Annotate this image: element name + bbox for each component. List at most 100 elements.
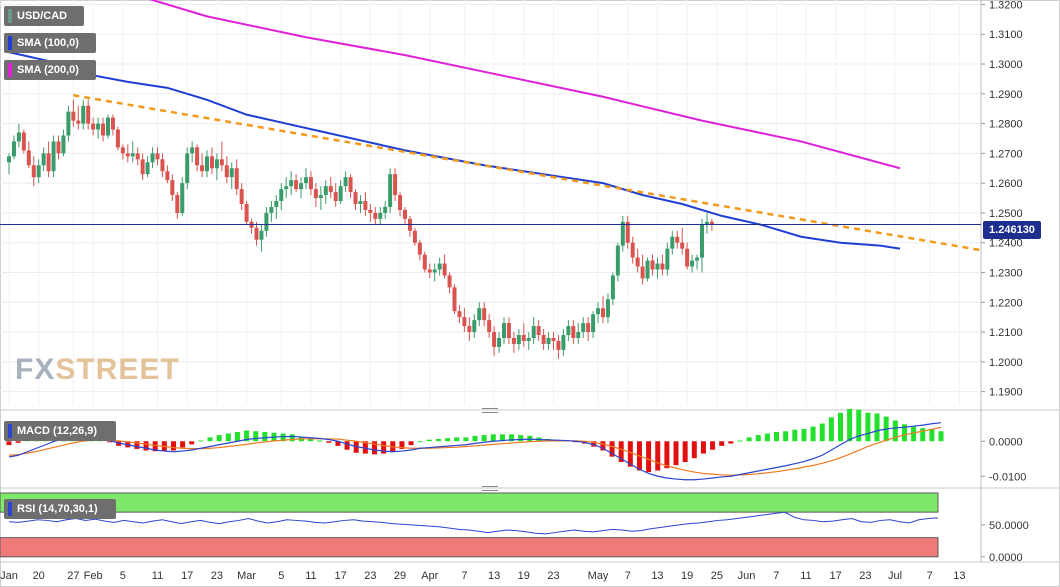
- candle-body: [308, 177, 313, 190]
- y-tick-label: 1.2100: [989, 327, 1023, 339]
- macd-histogram-bar: [664, 441, 670, 469]
- candle-body: [61, 135, 66, 154]
- macd-line: [8, 422, 942, 481]
- legend-rsi[interactable]: RSI (14,70,30,1): [4, 499, 116, 519]
- rsi-line: [8, 511, 939, 535]
- macd-histogram-bar: [253, 431, 259, 442]
- macd-histogram-bar: [408, 441, 414, 446]
- candle-body: [591, 314, 596, 333]
- candle-body: [254, 227, 259, 240]
- legend-macd[interactable]: MACD (12,26,9): [4, 421, 116, 441]
- candle-body: [125, 153, 130, 157]
- x-tick-label: Apr: [421, 570, 438, 582]
- macd-histogram-bar: [326, 441, 332, 443]
- candle-body: [21, 132, 26, 151]
- rsi-overbought-zone: [0, 492, 939, 513]
- macd-histogram-bar: [746, 437, 752, 442]
- macd-histogram-bar: [920, 428, 926, 442]
- y-tick-label: 1.1900: [989, 387, 1023, 399]
- x-tick-label: 13: [488, 570, 500, 582]
- candle-body: [581, 323, 586, 333]
- candle-body: [502, 323, 506, 338]
- candle-body: [51, 141, 56, 172]
- candle-body: [506, 323, 511, 338]
- candle-body: [398, 195, 403, 210]
- candle-body: [289, 180, 294, 187]
- macd-histogram-bar: [792, 429, 798, 442]
- legend-instrument[interactable]: USD/CAD: [4, 6, 84, 26]
- candle-body: [521, 335, 526, 341]
- candle-body: [120, 147, 125, 154]
- candle-body: [81, 105, 86, 124]
- y-tick-label: 1.2900: [989, 89, 1023, 101]
- x-tick-label: 7: [927, 570, 933, 582]
- legend-sma100[interactable]: SMA (100,0): [4, 33, 96, 53]
- candle-body: [130, 153, 135, 157]
- candle-body: [403, 209, 407, 219]
- x-tick-label: 17: [335, 570, 347, 582]
- macd-histogram-bar: [107, 441, 113, 443]
- macd-histogram-bar: [828, 417, 834, 442]
- candle-body: [41, 153, 46, 166]
- candle-body: [511, 337, 516, 344]
- candle-body: [338, 186, 343, 202]
- x-tick-label: Feb: [84, 570, 103, 582]
- x-tick-label: 29: [394, 570, 406, 582]
- macd-histogram-bar: [180, 441, 186, 448]
- candle-body: [541, 335, 546, 344]
- pane-resize-handle-2[interactable]: [482, 486, 498, 491]
- macd-histogram-bar: [609, 441, 615, 457]
- candle-body: [363, 201, 368, 210]
- candle-body: [388, 174, 393, 207]
- macd-histogram-bar: [837, 412, 843, 442]
- macd-histogram-bar: [280, 433, 286, 442]
- watermark-street: STREET: [55, 353, 180, 386]
- macd-histogram-bar: [783, 431, 789, 442]
- macd-histogram-bar: [509, 434, 515, 442]
- candle-body: [71, 111, 76, 121]
- candle-body: [393, 174, 398, 196]
- macd-histogram-bar: [938, 431, 944, 442]
- candle-body: [219, 159, 224, 166]
- candle-body: [328, 186, 333, 193]
- candle-body: [378, 212, 383, 219]
- candle-body: [660, 263, 665, 270]
- y-tick-label: 1.3100: [989, 29, 1023, 41]
- candle-body: [46, 153, 51, 172]
- macd-histogram-bar: [289, 434, 295, 442]
- legend-sma200[interactable]: SMA (200,0): [4, 60, 96, 80]
- macd-histogram-bar: [371, 441, 377, 455]
- x-tick-label: 11: [305, 570, 316, 582]
- y-tick-label: 1.2700: [989, 148, 1023, 160]
- x-tick-label: 13: [953, 570, 965, 582]
- candle-body: [665, 248, 670, 270]
- macd-histogram-bar: [700, 441, 706, 454]
- macd-histogram-bar: [600, 441, 606, 451]
- candle-body: [383, 206, 388, 213]
- candle-body: [368, 209, 373, 213]
- candle-body: [304, 177, 308, 184]
- macd-histogram-bar: [591, 441, 597, 447]
- macd-histogram-bar: [244, 430, 250, 442]
- macd-histogram-bar: [646, 441, 652, 473]
- candle-body: [586, 323, 591, 333]
- y-tick-label: 1.2000: [989, 357, 1023, 369]
- candle-body: [160, 159, 165, 172]
- x-tick-label: 17: [830, 570, 842, 582]
- candle-body: [106, 117, 110, 136]
- candle-body: [86, 105, 91, 124]
- candle-body: [150, 153, 155, 163]
- candle-body: [437, 263, 442, 270]
- macd-histogram-bar: [737, 440, 743, 442]
- candle-body: [323, 186, 328, 196]
- pane-resize-handle-1[interactable]: [482, 408, 498, 413]
- candle-body: [487, 320, 492, 333]
- sma200-swatch-icon: [8, 63, 12, 77]
- candle-body: [110, 117, 115, 130]
- candle-body: [190, 147, 195, 154]
- x-tick-label: 20: [33, 570, 45, 582]
- candle-body: [675, 236, 680, 243]
- x-tick-label: 23: [364, 570, 376, 582]
- candle-body: [205, 156, 209, 172]
